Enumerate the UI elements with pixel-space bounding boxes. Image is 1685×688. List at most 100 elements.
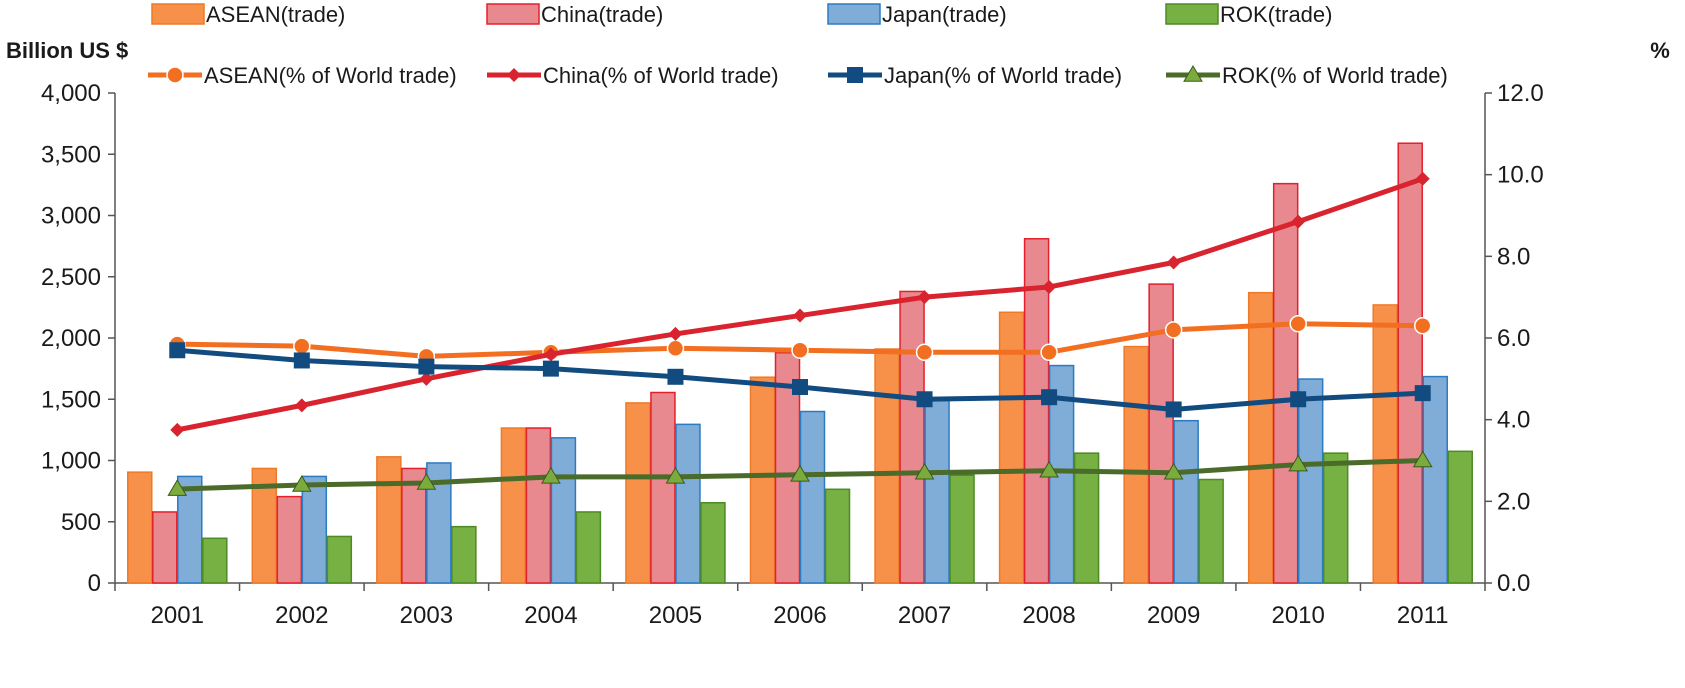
legend-marker — [1183, 65, 1203, 82]
y-left-tick-label: 1,000 — [41, 448, 101, 475]
point-rok-of-world-trade-2003 — [416, 472, 437, 490]
x-tick-label: 2002 — [275, 602, 328, 629]
bar-japan-trade--2004 — [550, 437, 577, 584]
bar-japan-trade--2009 — [1173, 419, 1199, 584]
point-asean-of-world-trade-2011 — [1413, 317, 1432, 335]
y-left-tick-label: 1,500 — [41, 386, 101, 413]
legend-marker — [847, 67, 863, 83]
bar-china-trade--2002 — [276, 495, 303, 584]
x-tick-label: 2001 — [151, 602, 204, 629]
y-right-tick-label: 10.0 — [1497, 162, 1544, 189]
legend-label: ROK(% of World trade) — [1222, 63, 1448, 88]
y-left-tick-label: 500 — [61, 509, 101, 536]
bar-asean-trade--2011 — [1372, 304, 1398, 584]
x-tick-label: 2010 — [1271, 602, 1324, 629]
point-japan-of-world-trade-2008 — [1041, 389, 1058, 406]
point-asean-of-world-trade-2008 — [1040, 343, 1058, 362]
point-china-of-world-trade-2008 — [1042, 279, 1057, 294]
point-japan-of-world-trade-2005 — [667, 368, 684, 385]
bar-rok-trade--2005 — [700, 502, 726, 584]
y-right-tick-label: 4.0 — [1497, 407, 1530, 434]
point-japan-of-world-trade-2002 — [293, 352, 310, 369]
bar-asean-trade--2006 — [749, 376, 776, 584]
y-left-tick-label: 2,000 — [41, 325, 101, 352]
bar-china-trade--2001 — [152, 511, 178, 584]
bar-china-trade--2007 — [899, 290, 925, 584]
bar-asean-trade--2001 — [127, 471, 153, 584]
bar-asean-trade--2009 — [1123, 345, 1149, 584]
legend-swatch — [486, 3, 540, 25]
point-china-of-world-trade-2006 — [793, 308, 807, 323]
y-right-tick-label: 6.0 — [1497, 325, 1530, 352]
legend-swatch — [1165, 3, 1219, 25]
bar-rok-trade--2002 — [326, 535, 353, 584]
point-rok-of-world-trade-2007 — [914, 462, 935, 480]
point-asean-of-world-trade-2006 — [791, 341, 809, 359]
y-right-tick-label: 2.0 — [1497, 488, 1530, 515]
legend-label: Japan(trade) — [882, 2, 1007, 27]
point-china-of-world-trade-2009 — [1166, 255, 1181, 270]
point-asean-of-world-trade-2005 — [666, 339, 685, 357]
y-right-tick-label: 12.0 — [1497, 80, 1544, 107]
legend-label: ASEAN(% of World trade) — [204, 63, 457, 88]
x-tick-label: 2003 — [400, 602, 453, 629]
y-right-tick-label: 0.0 — [1497, 570, 1530, 597]
bar-china-trade--2005 — [650, 391, 676, 584]
point-china-of-world-trade-2011 — [1415, 171, 1430, 186]
bar-china-trade--2010 — [1272, 182, 1299, 584]
bar-rok-trade--2008 — [1073, 452, 1100, 584]
point-asean-of-world-trade-2010 — [1289, 314, 1307, 333]
point-japan-of-world-trade-2004 — [542, 360, 559, 377]
y-right-unit-label: % — [1650, 38, 1670, 63]
y-left-unit-label: Billion US $ — [6, 38, 128, 63]
bar-japan-trade--2002 — [301, 475, 328, 584]
y-left-tick-label: 4,000 — [41, 80, 101, 107]
x-tick-label: 2009 — [1147, 602, 1200, 629]
bar-rok-trade--2003 — [451, 525, 477, 584]
bar-china-trade--2008 — [1023, 238, 1050, 584]
bar-rok-trade--2004 — [575, 511, 602, 584]
legend-label: China(% of World trade) — [543, 63, 779, 88]
x-tick-label: 2011 — [1397, 602, 1449, 629]
legend-label: ASEAN(trade) — [206, 2, 345, 27]
point-japan-of-world-trade-2007 — [916, 391, 933, 408]
legend-swatch — [827, 3, 881, 25]
bar-rok-trade--2011 — [1447, 450, 1473, 584]
bar-japan-trade--2007 — [924, 398, 950, 584]
legend-marker — [166, 66, 184, 84]
point-rok-of-world-trade-2002 — [291, 475, 312, 492]
point-china-of-world-trade-2004 — [543, 347, 558, 362]
bar-rok-trade--2001 — [202, 537, 228, 584]
bar-china-trade--2004 — [525, 427, 552, 584]
x-tick-label: 2005 — [649, 602, 702, 629]
bar-asean-trade--2010 — [1247, 291, 1274, 584]
y-right-tick-label: 8.0 — [1497, 243, 1530, 270]
point-asean-of-world-trade-2002 — [293, 337, 311, 355]
point-rok-of-world-trade-2008 — [1039, 460, 1059, 478]
point-rok-of-world-trade-2011 — [1412, 450, 1433, 468]
point-asean-of-world-trade-2009 — [1164, 321, 1183, 339]
bar-asean-trade--2005 — [625, 402, 651, 584]
point-china-of-world-trade-2003 — [419, 371, 434, 386]
point-china-of-world-trade-2007 — [917, 290, 932, 305]
x-tick-label: 2004 — [524, 602, 577, 629]
bar-japan-trade--2006 — [799, 410, 826, 584]
y-left-tick-label: 3,000 — [41, 203, 101, 230]
point-rok-of-world-trade-2004 — [541, 466, 561, 484]
legend-swatch — [151, 3, 205, 25]
point-japan-of-world-trade-2011 — [1414, 385, 1431, 402]
bar-japan-trade--2005 — [675, 423, 701, 584]
x-tick-label: 2007 — [898, 602, 951, 629]
y-left-tick-label: 2,500 — [41, 264, 101, 291]
point-asean-of-world-trade-2007 — [915, 343, 934, 362]
bar-asean-trade--2003 — [376, 456, 402, 584]
axes: 0 500 1,000 1,500 2,000 2,500 3,000 3,500 4,000 0… — [41, 80, 1544, 629]
legend-marker — [507, 68, 521, 82]
bar-japan-trade--2010 — [1297, 378, 1324, 584]
point-japan-of-world-trade-2009 — [1165, 401, 1182, 418]
x-tick-label: 2008 — [1022, 602, 1075, 629]
point-japan-of-world-trade-2010 — [1290, 391, 1307, 408]
bar-japan-trade--2011 — [1422, 375, 1448, 584]
bars-layer — [127, 142, 1473, 584]
